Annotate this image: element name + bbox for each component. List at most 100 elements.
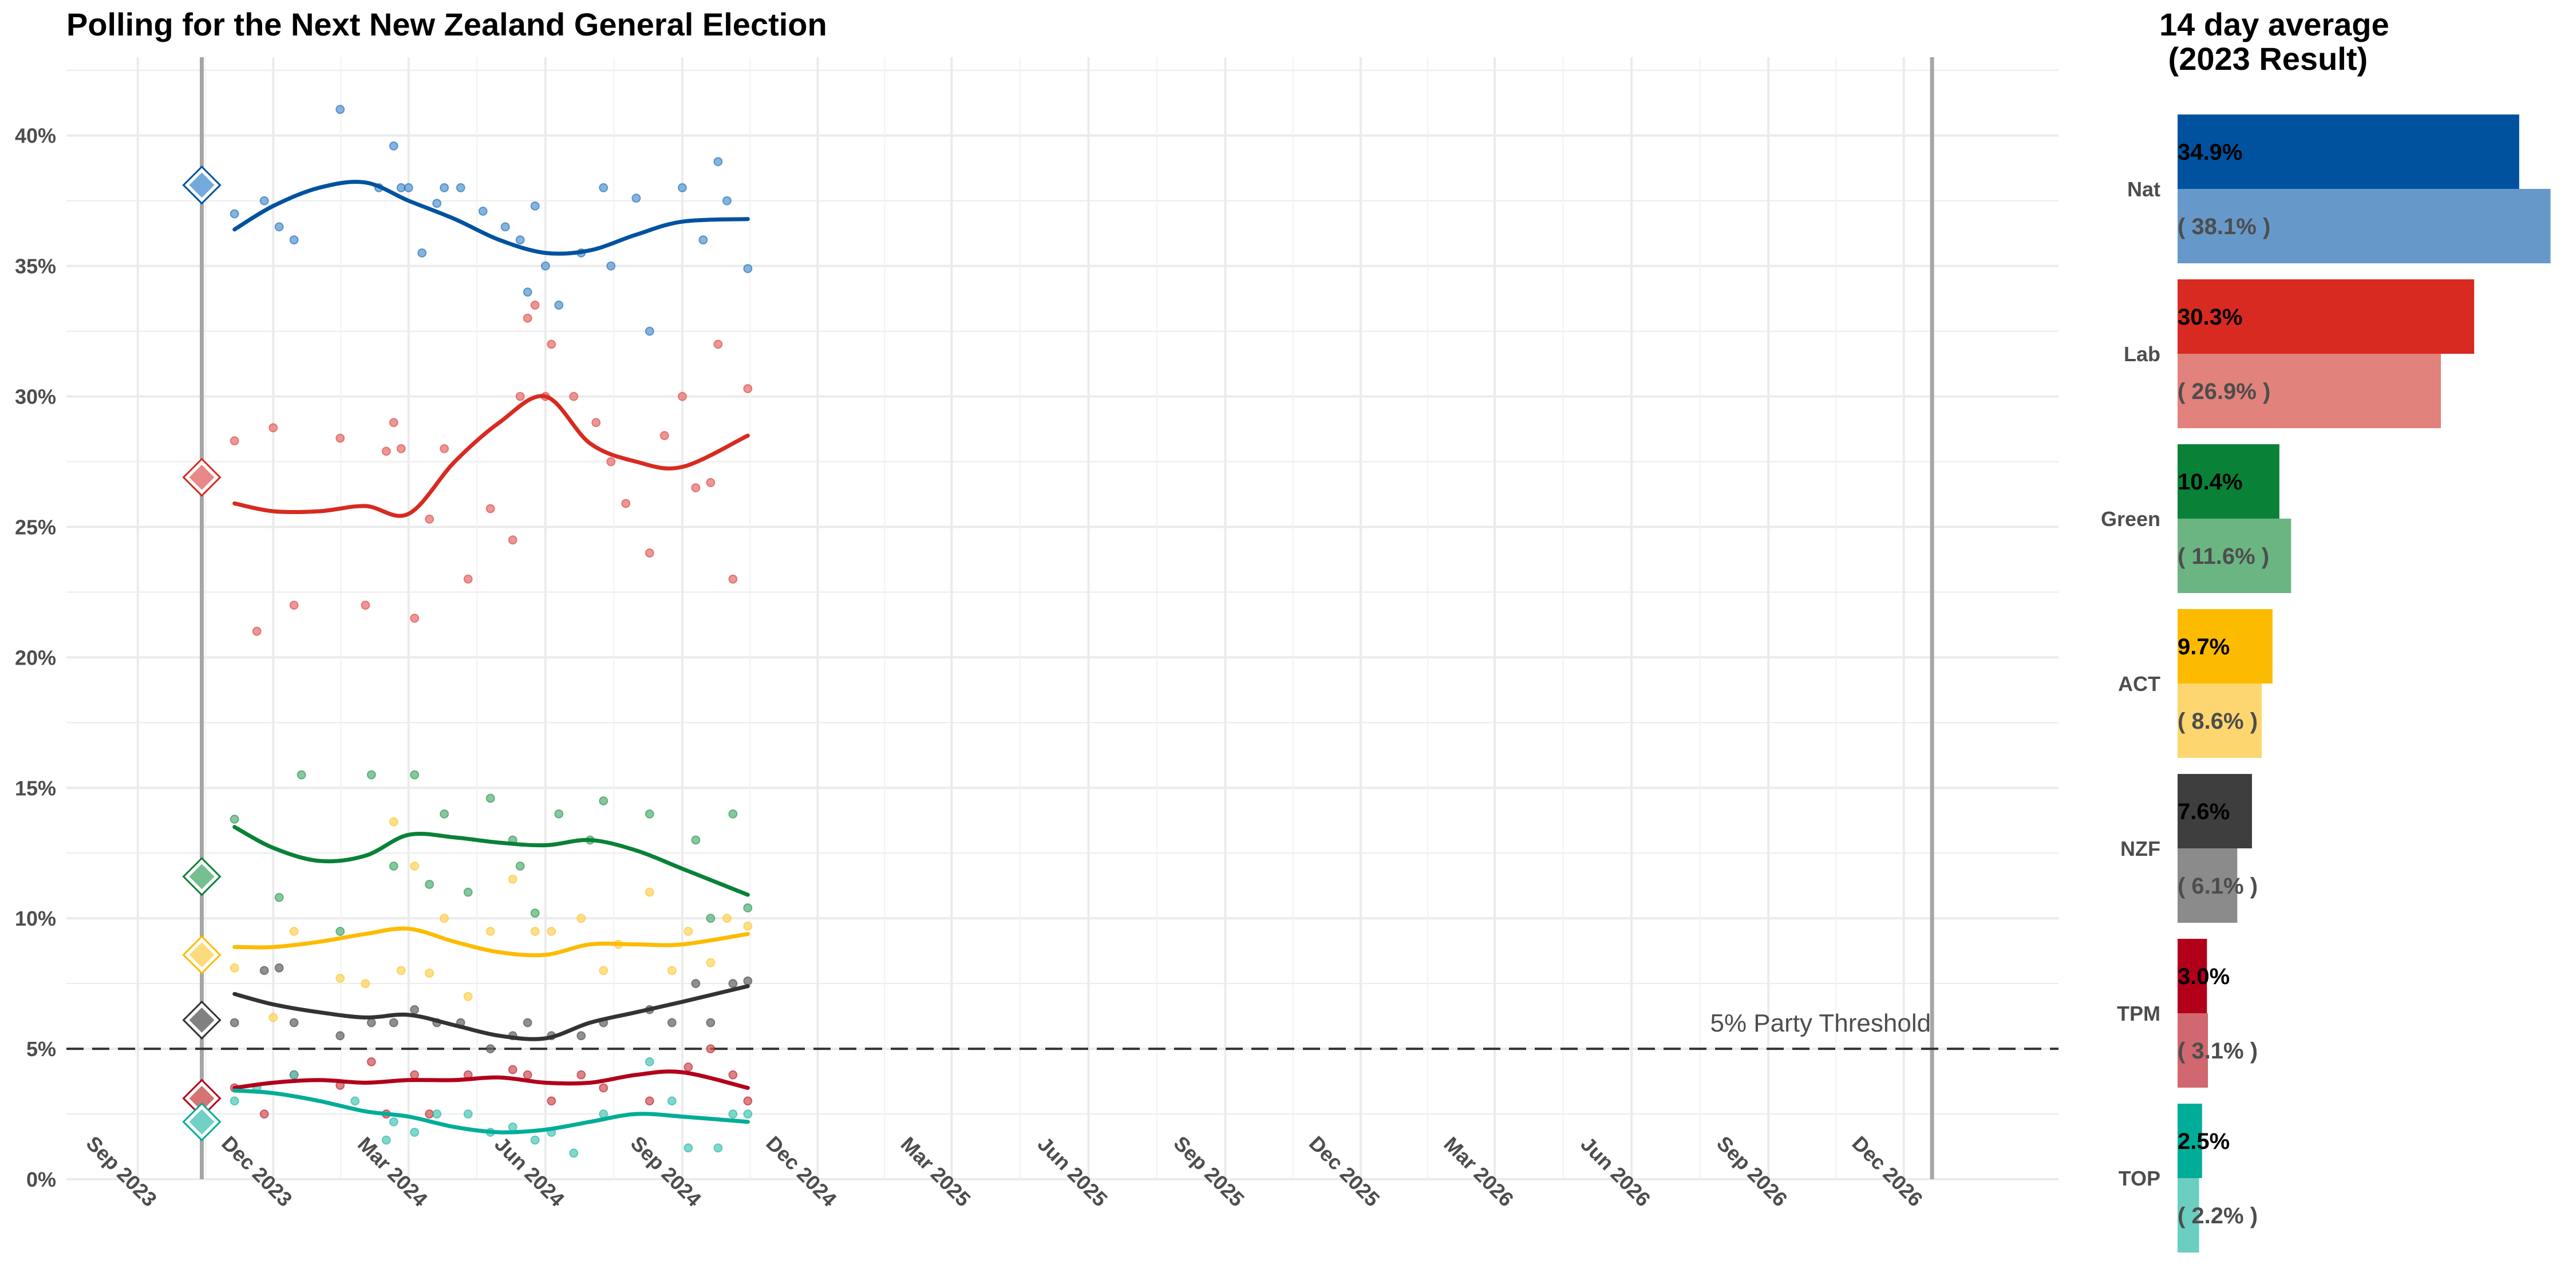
green-poll-point [706,914,716,923]
tpm-poll-point [576,1070,586,1080]
act-poll-point [743,921,753,931]
top-poll-point [463,1109,473,1119]
green-poll-point [530,908,540,918]
bar-chart-title-line-1: 14 day average [2159,6,2389,42]
nzf-poll-point [389,1018,398,1028]
top-current-label: 2.5% [2178,1129,2230,1154]
nat-current-label: 34.9% [2178,140,2242,165]
act-poll-point [722,914,732,923]
lab-poll-point [440,444,449,453]
nat-poll-point [417,248,427,258]
nat-party-label: Nat [2127,177,2160,201]
green-poll-point [274,892,284,902]
top-poll-point [667,1096,677,1106]
green-current-label: 10.4% [2178,469,2242,495]
tpm-result-marker [182,1078,222,1118]
act-poll-point [410,862,420,871]
lab-poll-point [485,504,495,513]
nzf-result-marker [182,1000,222,1040]
green-poll-point [297,770,306,780]
threshold-line: 5% Party Threshold [66,1009,2059,1050]
act-poll-point [463,991,473,1001]
lab-poll-point [361,600,370,610]
y-tick-label: 10% [15,907,56,930]
lab-poll-point [621,499,631,508]
nat-poll-point [456,183,465,192]
tpm-poll-point [683,1062,693,1072]
nzf-poll-point [706,1018,716,1028]
green-poll-point [743,903,753,912]
tpm-poll-point [547,1096,556,1106]
lab-poll-point [268,423,278,433]
act-poll-point [667,966,677,975]
nat-poll-point [606,261,616,271]
top-current-bar [2178,1104,2202,1178]
top-poll-point [389,1117,398,1127]
nat-poll-point [389,141,398,151]
y-tick-label: 25% [15,515,56,539]
lab-poll-point [591,418,601,428]
top-poll-point [569,1148,579,1158]
bar-chart-title: 14 day average (2023 Result) [2159,6,2398,77]
nat-poll-point [743,264,753,274]
tpm-current-bar [2178,939,2207,1013]
y-tick-label: 5% [26,1037,56,1061]
top-poll-point [350,1096,360,1106]
tpm-poll-point [728,1070,738,1080]
nat-result-marker [182,165,222,205]
chart-title: Polling for the Next New Zealand General… [66,6,827,42]
act-poll-point [485,926,495,936]
x-tick-label: Dec 2023 [217,1131,297,1211]
green-poll-point [645,809,654,819]
nzf-poll-point [485,1044,495,1054]
nat-poll-point [523,287,532,297]
green-poll-point [425,879,434,889]
act-poll-point [396,966,406,975]
x-tick-label: Jun 2024 [490,1132,569,1211]
act-current-label: 9.7% [2178,634,2230,659]
green-poll-point [728,809,738,819]
tpm-poll-point [366,1057,376,1066]
x-tick-label: Dec 2026 [1848,1131,1927,1211]
top-poll-point [713,1143,723,1153]
act-result-marker [182,935,222,975]
nat-poll-point [404,183,413,192]
nat-poll-point [335,105,345,114]
green-2023-label: ( 11.6% ) [2178,544,2269,569]
green-poll-point [389,862,398,871]
nat-poll-point [440,183,449,192]
x-tick-label: Jun 2025 [1033,1132,1112,1211]
act-poll-point [645,887,654,897]
nat-poll-point [289,235,299,245]
nzf-poll-point [259,966,269,975]
nat-2023-label: ( 38.1% ) [2178,214,2270,239]
tpm-poll-point [259,1109,269,1119]
green-current-bar [2178,444,2279,519]
nzf-trend-line [232,984,750,1041]
green-party-label: Green [2101,507,2160,531]
nat-2023-bar [2178,189,2551,263]
green-poll-point [440,809,449,819]
nat-trend-line [232,180,750,256]
nat-poll-point [540,261,550,271]
green-poll-point [410,770,420,780]
tpm-poll-point [743,1096,753,1106]
top-poll-point [728,1109,738,1119]
nat-poll-point [713,157,723,167]
lab-current-bar [2178,279,2475,354]
green-poll-point [554,809,564,819]
green-trend-line [232,825,750,897]
green-poll-point [230,814,239,824]
nzf-poll-point [289,1018,299,1028]
nzf-poll-point [743,976,753,986]
y-axis-ticks: 0% 5% 10% 15% 20% 25% 30% 35% 40% [15,124,56,1191]
nat-poll-point [631,193,641,203]
x-tick-label: Mar 2026 [1439,1132,1518,1211]
average-bar-chart: 14 day average (2023 Result) 34.9% ( 38.1… [2101,6,2551,1253]
tpm-poll-point [599,1083,609,1093]
y-tick-label: 35% [15,255,56,278]
act-current-bar [2178,609,2273,683]
nzf-poll-point [691,979,701,989]
x-tick-label: Sep 2024 [626,1131,706,1211]
lab-poll-point [381,447,391,456]
